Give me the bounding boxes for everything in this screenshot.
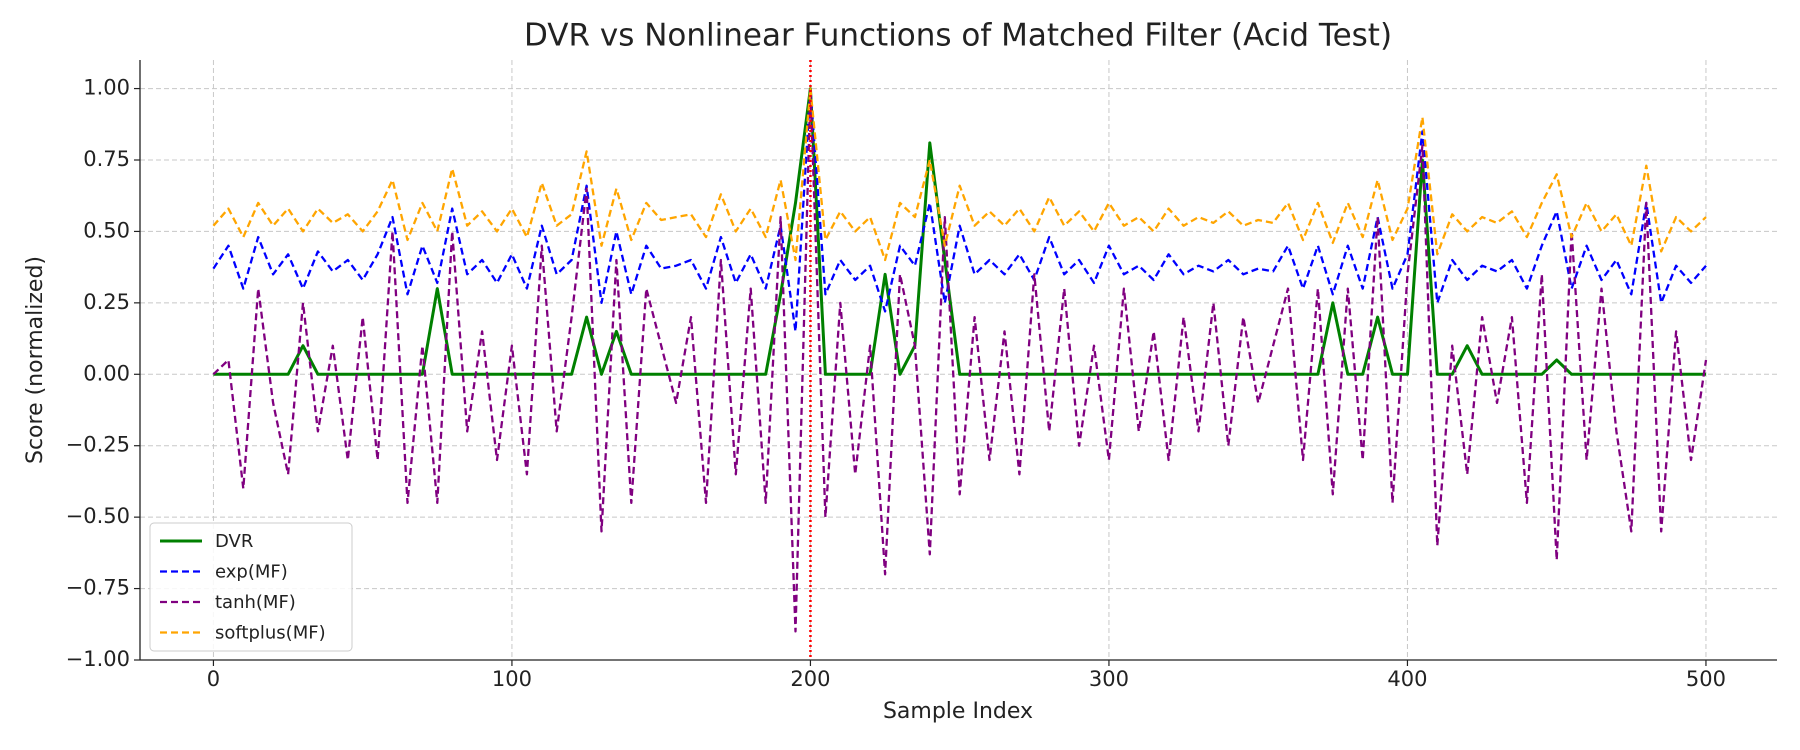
series-line	[212, 87, 1708, 633]
x-tick-label: 200	[790, 667, 830, 691]
y-axis-label: Score (normalized)	[23, 256, 48, 464]
legend: DVR exp(MF) tanh(MF) softplus(MF)	[149, 522, 353, 652]
series-line	[212, 87, 1707, 333]
series-line	[213, 87, 1706, 376]
legend-label: softplus(MF)	[215, 623, 326, 644]
legend-label: DVR	[215, 531, 253, 552]
x-tick-label: 300	[1089, 667, 1129, 691]
legend-label: exp(MF)	[215, 562, 288, 583]
legend-label: tanh(MF)	[215, 592, 296, 613]
y-tick-label: −0.75	[66, 576, 130, 600]
y-tick-label: 0.25	[83, 290, 130, 314]
series-line	[212, 87, 1707, 262]
x-tick-label: 500	[1686, 667, 1726, 691]
y-tick-label: −0.50	[66, 504, 130, 528]
y-tick-label: 0.00	[83, 361, 130, 385]
x-tick-label: 100	[492, 667, 532, 691]
x-tick-label: 400	[1387, 667, 1427, 691]
y-tick-label: 0.50	[83, 218, 130, 242]
y-tick-label: −0.25	[66, 433, 130, 457]
y-tick-label: 0.75	[83, 147, 130, 171]
x-tick-label: 0	[207, 667, 220, 691]
x-axis-label: Sample Index	[883, 699, 1033, 724]
legend-box	[149, 522, 353, 652]
chart-title: DVR vs Nonlinear Functions of Matched Fi…	[524, 18, 1392, 54]
y-tick-label: −1.00	[66, 647, 130, 671]
y-tick-label: 1.00	[83, 76, 130, 100]
